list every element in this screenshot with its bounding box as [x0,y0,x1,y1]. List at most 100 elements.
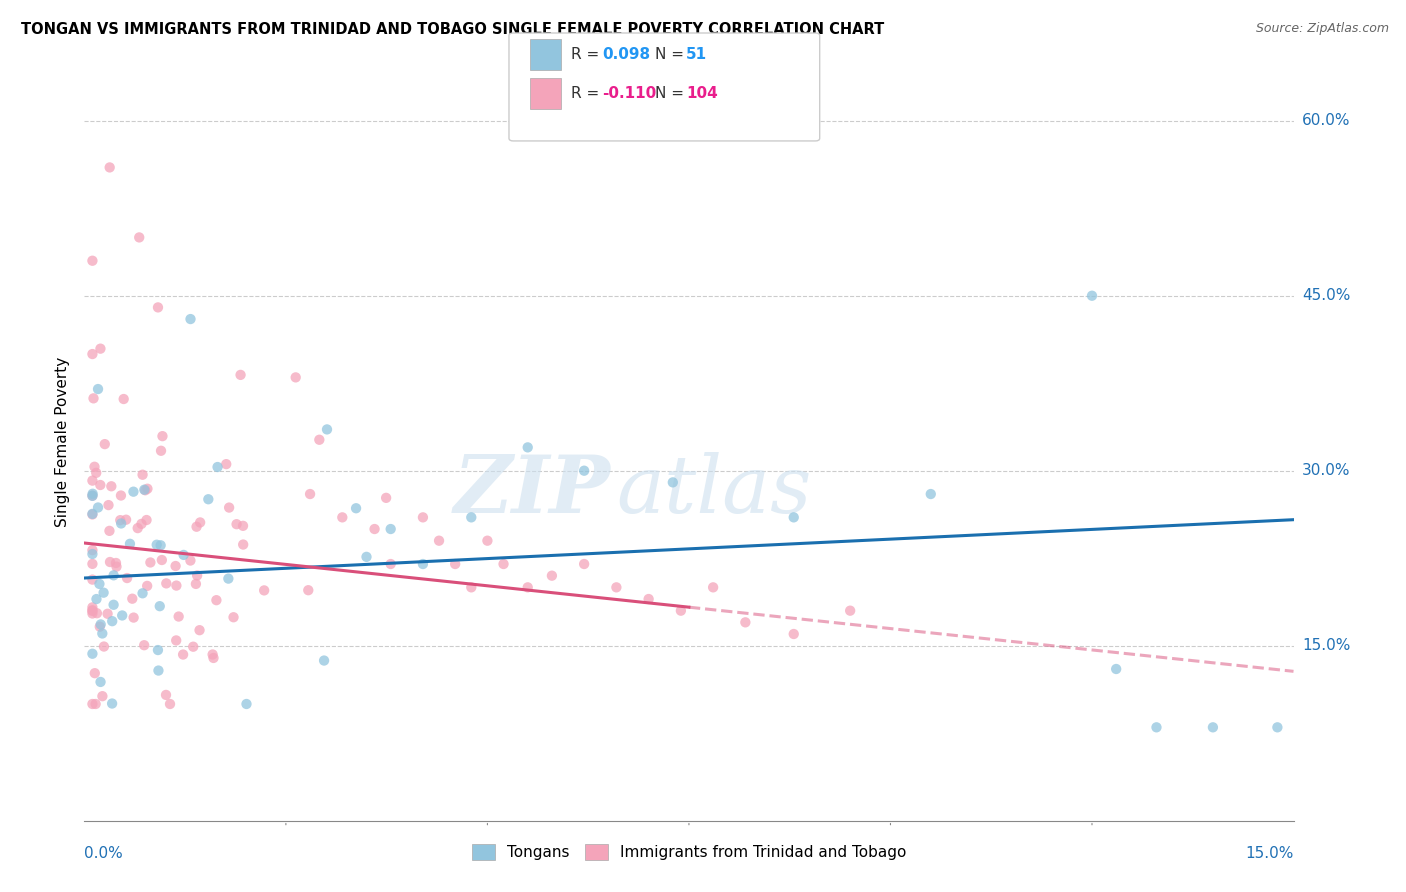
Point [82,603,104,617]
Point [225,517,247,532]
Point [734,615,756,630]
Point [100,479,122,493]
Point [94,437,117,451]
Point [205,593,228,607]
Point [232,537,254,551]
Text: atlas: atlas [616,452,811,530]
Point [110,513,132,527]
Point [134,638,156,652]
Point [165,633,187,648]
Point [121,591,143,606]
Point [197,492,219,507]
Text: ZIP: ZIP [454,452,610,530]
Point [783,627,806,641]
Point [82,697,104,711]
Point [83,392,105,406]
Text: 104: 104 [686,87,718,101]
Point [82,604,104,618]
Point [1267,720,1289,734]
Point [103,568,125,582]
Point [152,429,174,443]
Point [218,500,240,515]
Point [181,640,204,654]
Text: R =: R = [571,87,605,101]
Point [669,604,692,618]
Point [155,688,177,702]
Point [82,347,104,361]
Point [91,626,114,640]
Point [86,592,108,607]
Point [477,533,499,548]
Text: 0.0%: 0.0% [84,846,124,861]
Text: -0.110: -0.110 [602,87,657,101]
Point [83,459,105,474]
Point [89,478,111,492]
Point [136,482,159,496]
Point [572,557,595,571]
Point [375,491,398,505]
Point [330,510,353,524]
Point [131,516,153,531]
Point [356,549,378,564]
Point [83,666,105,681]
Point [155,576,177,591]
Point [115,571,138,585]
Point [149,538,172,552]
Point [97,498,120,512]
Point [82,573,104,587]
Point [460,580,482,594]
Point [89,620,111,634]
Point [84,697,107,711]
Point [122,610,145,624]
Point [139,556,162,570]
Point [82,600,104,615]
Point [702,580,724,594]
Point [1202,720,1225,734]
Point [427,533,450,548]
Point [89,342,111,356]
Point [84,466,107,480]
Point [167,609,190,624]
Point [103,598,125,612]
Point [135,513,157,527]
Point [839,604,862,618]
Point [82,557,104,571]
Point [145,538,167,552]
Point [460,510,482,524]
Point [82,489,104,503]
Point [87,500,110,515]
Point [93,585,115,599]
Point [97,607,120,621]
Point [165,578,187,592]
Point [284,370,307,384]
Point [82,489,104,503]
Point [82,543,104,558]
Point [131,586,153,600]
Point [112,392,135,406]
Point [134,483,156,498]
Point [572,464,595,478]
Point [82,487,104,501]
Point [134,483,156,497]
Point [90,675,112,690]
Point [516,441,538,455]
Text: 60.0%: 60.0% [1302,113,1350,128]
Text: N =: N = [655,87,689,101]
Point [920,487,942,501]
Point [297,583,319,598]
Legend: Tongans, Immigrants from Trinidad and Tobago: Tongans, Immigrants from Trinidad and To… [465,838,912,866]
Point [201,648,224,662]
Point [90,617,112,632]
Point [111,608,134,623]
Point [136,579,159,593]
Point [605,580,627,594]
Point [215,457,238,471]
Point [165,559,187,574]
Point [148,664,170,678]
Point [299,487,322,501]
Point [188,623,211,637]
Point [101,614,124,628]
Point [179,553,201,567]
Point [146,301,169,315]
Text: Source: ZipAtlas.com: Source: ZipAtlas.com [1256,22,1389,36]
